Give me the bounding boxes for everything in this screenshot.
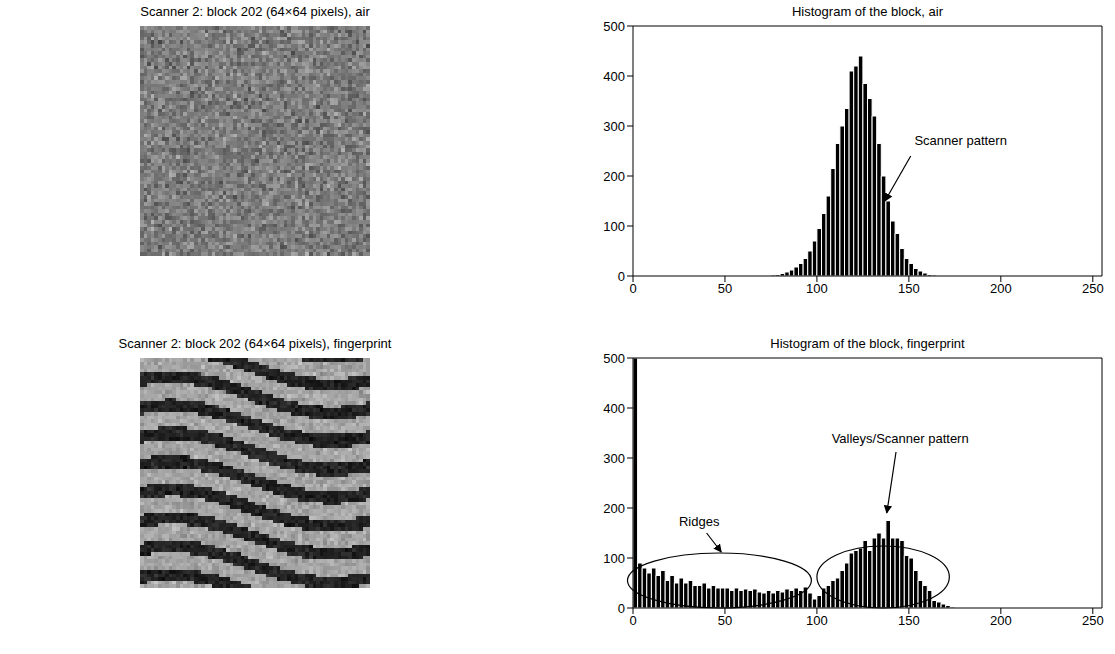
svg-text:500: 500 xyxy=(603,20,625,34)
svg-text:400: 400 xyxy=(603,401,625,416)
svg-text:300: 300 xyxy=(603,119,625,134)
svg-text:500: 500 xyxy=(603,352,625,366)
svg-text:400: 400 xyxy=(603,69,625,84)
html-text:Scanner 2: block 202 (64×64 pi: Scanner 2: block 202 (64×64 pixels), air xyxy=(140,4,370,19)
svg-text:100: 100 xyxy=(603,551,625,566)
svg-text:50: 50 xyxy=(718,281,732,296)
svg-text:200: 200 xyxy=(990,613,1012,628)
svg-text:100: 100 xyxy=(806,281,828,296)
svg-text:150: 150 xyxy=(898,613,920,628)
html-text:Scanner 2: block 202 (64×64 pi: Scanner 2: block 202 (64×64 pixels), fin… xyxy=(118,336,392,351)
svg-text:100: 100 xyxy=(806,613,828,628)
svg-text:Valleys/Scanner pattern: Valleys/Scanner pattern xyxy=(832,431,969,446)
svg-text:0: 0 xyxy=(629,281,636,296)
svg-text:300: 300 xyxy=(603,451,625,466)
svg-text:0: 0 xyxy=(618,601,625,616)
html-text:Histogram of the block, finger: Histogram of the block, fingerprint xyxy=(770,336,965,351)
svg-text:250: 250 xyxy=(1082,613,1104,628)
svg-text:200: 200 xyxy=(603,501,625,516)
svg-text:200: 200 xyxy=(990,281,1012,296)
svg-text:150: 150 xyxy=(898,281,920,296)
svg-text:0: 0 xyxy=(618,269,625,284)
svg-text:Scanner pattern: Scanner pattern xyxy=(914,133,1007,148)
svg-text:100: 100 xyxy=(603,219,625,234)
svg-text:0: 0 xyxy=(629,613,636,628)
html-text:Histogram of the block, air: Histogram of the block, air xyxy=(792,4,943,19)
svg-text:Ridges: Ridges xyxy=(679,514,720,529)
svg-text:50: 50 xyxy=(718,613,732,628)
svg-text:250: 250 xyxy=(1082,281,1104,296)
svg-text:200: 200 xyxy=(603,169,625,184)
